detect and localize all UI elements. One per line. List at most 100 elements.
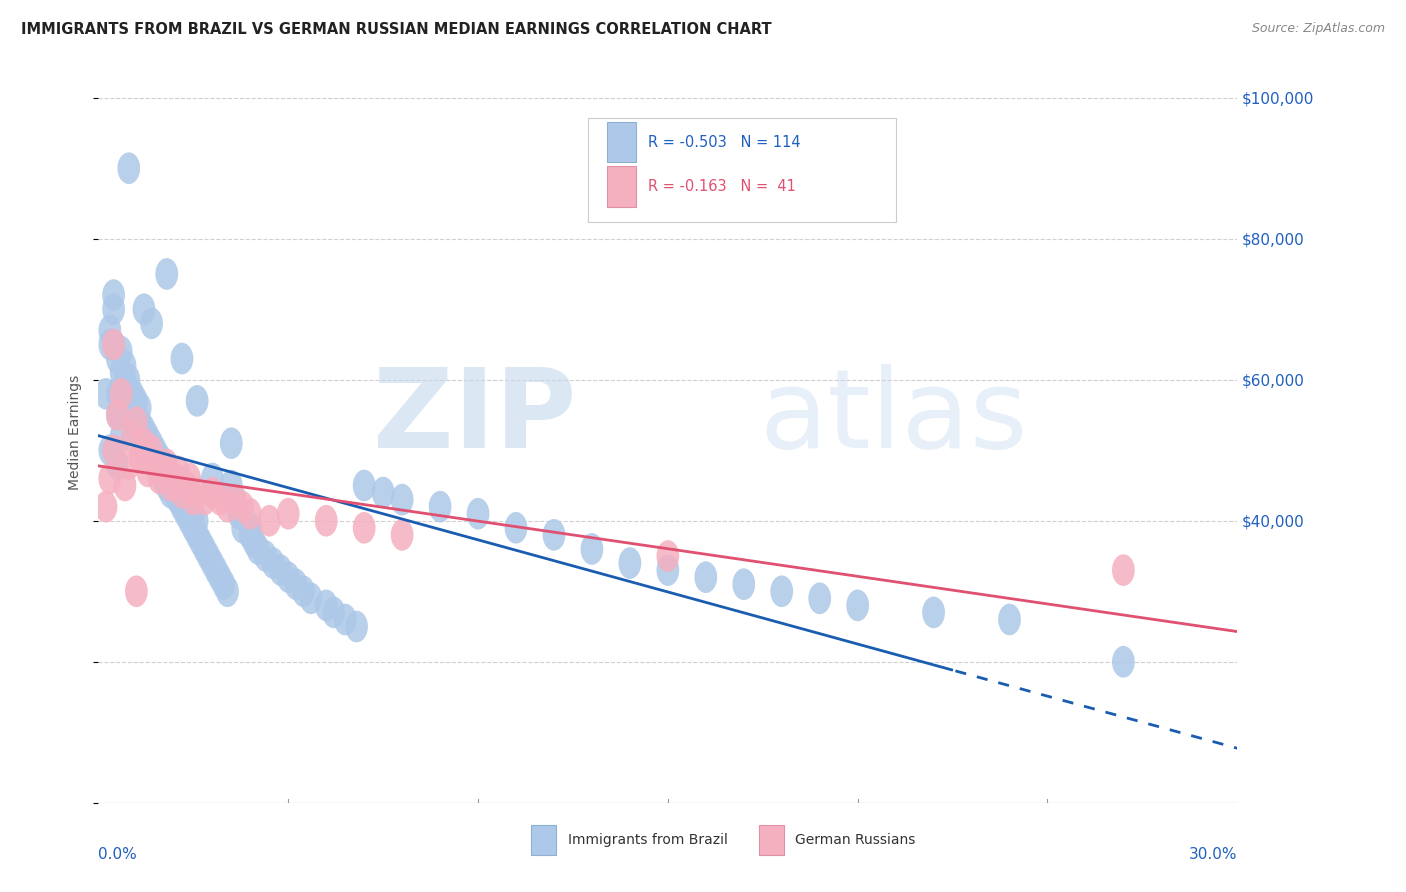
Ellipse shape bbox=[143, 434, 167, 467]
Ellipse shape bbox=[846, 590, 869, 621]
Ellipse shape bbox=[132, 427, 156, 459]
Ellipse shape bbox=[170, 343, 194, 375]
FancyBboxPatch shape bbox=[588, 118, 896, 221]
Ellipse shape bbox=[212, 568, 235, 600]
Ellipse shape bbox=[136, 434, 159, 467]
Y-axis label: Median Earnings: Median Earnings bbox=[69, 375, 83, 491]
Ellipse shape bbox=[105, 343, 129, 375]
Ellipse shape bbox=[105, 399, 129, 431]
Ellipse shape bbox=[129, 420, 152, 452]
Ellipse shape bbox=[167, 483, 190, 516]
Ellipse shape bbox=[152, 463, 174, 494]
Ellipse shape bbox=[179, 491, 201, 523]
Ellipse shape bbox=[114, 469, 136, 501]
Ellipse shape bbox=[125, 399, 148, 431]
Ellipse shape bbox=[141, 442, 163, 473]
Ellipse shape bbox=[98, 434, 121, 467]
Ellipse shape bbox=[353, 512, 375, 543]
Ellipse shape bbox=[391, 519, 413, 550]
Ellipse shape bbox=[201, 463, 224, 494]
Ellipse shape bbox=[467, 498, 489, 530]
Ellipse shape bbox=[201, 547, 224, 579]
Ellipse shape bbox=[243, 526, 266, 558]
Ellipse shape bbox=[232, 491, 254, 523]
Text: Immigrants from Brazil: Immigrants from Brazil bbox=[568, 833, 727, 847]
Ellipse shape bbox=[346, 611, 368, 642]
Text: 0.0%: 0.0% bbox=[98, 847, 138, 863]
Text: ZIP: ZIP bbox=[374, 364, 576, 471]
Ellipse shape bbox=[159, 469, 181, 501]
Text: R = -0.503   N = 114: R = -0.503 N = 114 bbox=[648, 135, 801, 150]
Ellipse shape bbox=[121, 420, 143, 452]
Ellipse shape bbox=[118, 385, 141, 417]
Ellipse shape bbox=[770, 575, 793, 607]
Text: 30.0%: 30.0% bbox=[1189, 847, 1237, 863]
Ellipse shape bbox=[219, 427, 243, 459]
Ellipse shape bbox=[228, 498, 250, 530]
Ellipse shape bbox=[543, 519, 565, 550]
Ellipse shape bbox=[270, 554, 292, 586]
Ellipse shape bbox=[129, 406, 152, 438]
Ellipse shape bbox=[333, 604, 357, 635]
Ellipse shape bbox=[299, 582, 322, 615]
Ellipse shape bbox=[619, 547, 641, 579]
Ellipse shape bbox=[141, 308, 163, 339]
Ellipse shape bbox=[808, 582, 831, 615]
Ellipse shape bbox=[224, 483, 246, 516]
Ellipse shape bbox=[186, 519, 208, 550]
Ellipse shape bbox=[277, 561, 299, 593]
Ellipse shape bbox=[163, 463, 186, 494]
Ellipse shape bbox=[194, 533, 217, 565]
Ellipse shape bbox=[219, 469, 243, 501]
Ellipse shape bbox=[505, 512, 527, 543]
Ellipse shape bbox=[143, 449, 167, 480]
Ellipse shape bbox=[181, 512, 205, 543]
Ellipse shape bbox=[156, 449, 179, 480]
Ellipse shape bbox=[186, 505, 208, 537]
Ellipse shape bbox=[170, 491, 194, 523]
Ellipse shape bbox=[110, 335, 132, 368]
Ellipse shape bbox=[167, 456, 190, 487]
Ellipse shape bbox=[110, 420, 132, 452]
Ellipse shape bbox=[181, 498, 205, 530]
Ellipse shape bbox=[141, 434, 163, 467]
Ellipse shape bbox=[125, 413, 148, 445]
Ellipse shape bbox=[371, 476, 395, 508]
Ellipse shape bbox=[114, 350, 136, 382]
Ellipse shape bbox=[118, 399, 141, 431]
Ellipse shape bbox=[159, 463, 181, 494]
Ellipse shape bbox=[391, 483, 413, 516]
Ellipse shape bbox=[118, 153, 141, 184]
Ellipse shape bbox=[322, 597, 346, 628]
Ellipse shape bbox=[581, 533, 603, 565]
Ellipse shape bbox=[114, 371, 136, 402]
Ellipse shape bbox=[136, 420, 159, 452]
Ellipse shape bbox=[103, 293, 125, 325]
Text: atlas: atlas bbox=[759, 364, 1028, 471]
Text: Source: ZipAtlas.com: Source: ZipAtlas.com bbox=[1251, 22, 1385, 36]
Ellipse shape bbox=[167, 469, 190, 501]
Ellipse shape bbox=[143, 449, 167, 480]
Ellipse shape bbox=[98, 463, 121, 494]
Ellipse shape bbox=[103, 328, 125, 360]
Ellipse shape bbox=[179, 505, 201, 537]
Ellipse shape bbox=[657, 554, 679, 586]
Ellipse shape bbox=[246, 533, 270, 565]
Ellipse shape bbox=[148, 442, 170, 473]
Ellipse shape bbox=[186, 476, 208, 508]
Ellipse shape bbox=[208, 561, 232, 593]
Ellipse shape bbox=[257, 505, 281, 537]
FancyBboxPatch shape bbox=[607, 166, 636, 207]
Ellipse shape bbox=[125, 575, 148, 607]
Ellipse shape bbox=[657, 541, 679, 572]
Ellipse shape bbox=[239, 519, 262, 550]
Ellipse shape bbox=[129, 392, 152, 424]
Ellipse shape bbox=[181, 483, 205, 516]
Ellipse shape bbox=[156, 258, 179, 290]
Ellipse shape bbox=[239, 498, 262, 530]
Ellipse shape bbox=[284, 568, 308, 600]
Ellipse shape bbox=[105, 399, 129, 431]
Ellipse shape bbox=[118, 449, 141, 480]
Ellipse shape bbox=[132, 427, 156, 459]
Ellipse shape bbox=[159, 476, 181, 508]
